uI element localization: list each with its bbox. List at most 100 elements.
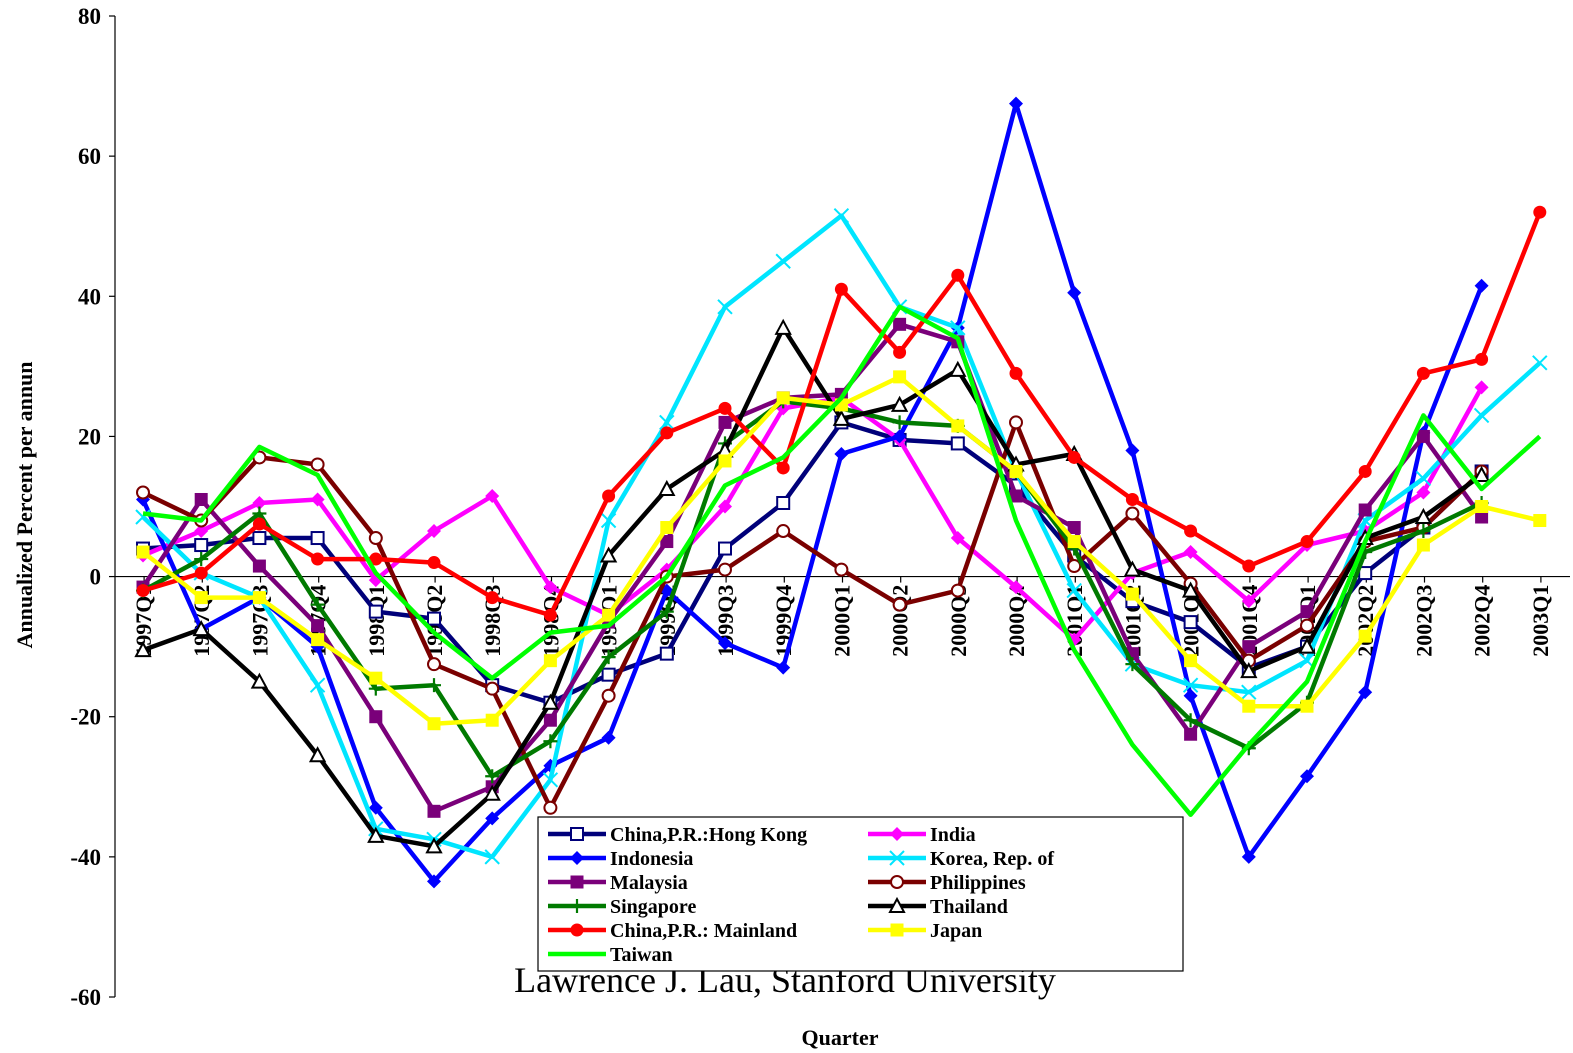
legend-marker — [890, 875, 904, 889]
data-point-philippines — [1009, 415, 1023, 430]
y-axis-label: Annualized Percent per annun — [12, 361, 37, 648]
data-point-indonesia — [1241, 849, 1256, 864]
series-line-philippines — [142, 420, 1484, 811]
data-point-philippines — [427, 657, 441, 672]
data-point-korea-rep-of — [659, 414, 675, 431]
x-tick-label: 2002Q4 — [1470, 585, 1495, 657]
series-line-singapore — [141, 399, 1483, 779]
data-point-indonesia — [718, 636, 732, 651]
data-point-korea-rep-of — [1415, 470, 1432, 487]
data-point-thailand — [832, 409, 851, 426]
series-line-indonesia — [140, 101, 1484, 884]
legend: China,P.R.:Hong Kong India Indonesia Korea,… — [537, 816, 1184, 972]
data-point-indonesia — [368, 800, 383, 815]
data-point-japan — [1067, 535, 1081, 549]
data-point-philippines — [892, 597, 907, 612]
data-point-japan — [1416, 538, 1430, 552]
data-point-philippines — [310, 457, 325, 472]
data-point-thailand — [367, 826, 385, 843]
data-point-japan — [893, 370, 907, 384]
data-point-india — [543, 580, 558, 595]
legend-marker — [570, 851, 584, 865]
series-china-p-r-mainland — [136, 205, 1547, 622]
data-point-china-p-r-mainland — [252, 517, 266, 531]
data-point-china-p-r-hong-kong — [776, 495, 791, 510]
data-point-japan — [1475, 500, 1489, 513]
data-point-malaysia — [893, 317, 907, 331]
data-point-thailand — [1472, 465, 1491, 482]
data-point-china-p-r-mainland — [893, 345, 907, 359]
data-point-thailand — [483, 784, 501, 801]
data-point-thailand — [658, 479, 676, 496]
data-point-thailand — [192, 620, 210, 637]
data-point-japan — [543, 654, 557, 668]
data-point-china-p-r-mainland — [369, 552, 383, 566]
data-point-malaysia — [1242, 640, 1256, 654]
data-point-india — [950, 531, 965, 546]
data-point-singapore — [892, 415, 907, 430]
y-tick-label: 40 — [78, 284, 101, 309]
data-point-japan — [602, 608, 616, 622]
series-lines — [134, 96, 1548, 889]
data-point-china-p-r-mainland — [311, 552, 325, 566]
data-point-thailand — [1414, 507, 1433, 525]
data-point-japan — [951, 419, 965, 433]
data-point-malaysia — [369, 710, 383, 724]
data-point-malaysia — [252, 559, 266, 573]
y-tick-label: 60 — [78, 144, 101, 169]
data-point-china-p-r-mainland — [136, 584, 150, 598]
y-tick-label: -20 — [70, 705, 101, 730]
data-point-china-p-r-mainland — [427, 556, 441, 570]
series-line-china-p-r-hong-kong — [142, 420, 1484, 705]
legend-label: Indonesia — [610, 848, 693, 870]
y-tick-label: -60 — [70, 985, 101, 1010]
data-point-philippines — [1067, 559, 1082, 574]
data-point-thailand — [1298, 637, 1316, 654]
legend-label: India — [930, 824, 976, 846]
x-tick-label: 1998Q1 — [364, 585, 389, 657]
legend-marker — [570, 923, 584, 937]
legend-marker — [570, 899, 584, 913]
data-point-china-p-r-hong-kong — [310, 531, 325, 546]
data-point-china-p-r-mainland — [194, 566, 208, 580]
x-tick-label: 2002Q3 — [1411, 585, 1436, 657]
legend-entry-korea-rep-of: Korea, Rep. of — [868, 848, 1054, 870]
data-point-malaysia — [1184, 727, 1198, 741]
data-point-china-p-r-mainland — [776, 461, 790, 475]
data-point-japan — [1358, 629, 1372, 643]
legend-entry-thailand: Thailand — [868, 896, 1008, 918]
data-point-singapore — [1416, 524, 1431, 539]
data-point-china-p-r-mainland — [1067, 450, 1081, 464]
data-point-japan — [718, 454, 732, 468]
series-taiwan — [142, 304, 1542, 818]
data-point-china-p-r-hong-kong — [601, 667, 616, 682]
data-point-china-p-r-mainland — [485, 591, 499, 605]
data-point-singapore — [485, 769, 500, 784]
data-point-singapore — [543, 734, 558, 749]
legend-entry-malaysia: Malaysia — [548, 872, 688, 894]
data-point-malaysia — [543, 713, 557, 727]
data-point-korea-rep-of — [309, 677, 326, 693]
data-point-japan — [1009, 464, 1023, 478]
data-point-malaysia — [427, 804, 441, 818]
data-point-korea-rep-of — [484, 849, 500, 865]
data-point-china-p-r-mainland — [951, 268, 965, 282]
legend-label: Philippines — [930, 872, 1026, 894]
data-point-thailand — [890, 395, 909, 412]
series-japan — [136, 370, 1547, 731]
data-point-china-p-r-mainland — [834, 282, 848, 296]
legend-entry-china-p-r-hong-kong: China,P.R.:Hong Kong — [548, 824, 807, 846]
legend-entry-taiwan: Taiwan — [548, 944, 673, 966]
data-point-japan — [427, 717, 441, 731]
data-point-singapore — [194, 552, 209, 567]
data-point-thailand — [774, 318, 792, 335]
data-point-thailand — [1123, 560, 1142, 577]
data-point-thailand — [425, 837, 443, 854]
data-point-india — [194, 524, 209, 539]
legend-label: Thailand — [930, 896, 1008, 918]
legend-label: Malaysia — [610, 872, 688, 894]
data-point-china-p-r-mainland — [718, 401, 732, 415]
data-point-philippines — [1125, 506, 1140, 521]
data-point-indonesia — [485, 811, 500, 826]
data-point-philippines — [776, 524, 791, 539]
